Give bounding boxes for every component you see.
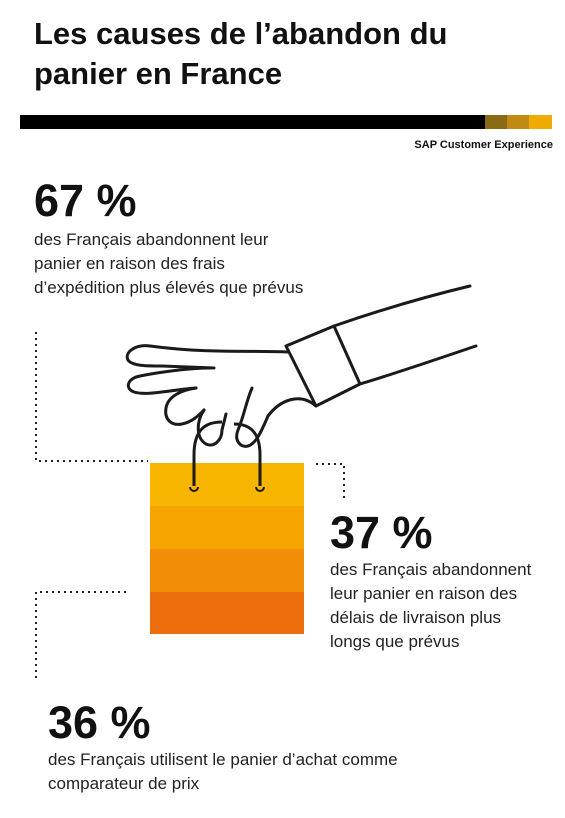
stat-value: 37 % bbox=[330, 507, 433, 558]
stat-delivery-delays: 37 % des Français abandonnent leur panie… bbox=[330, 510, 531, 654]
rule-gold-segment-3 bbox=[529, 115, 552, 129]
title-line-1: Les causes de l’abandon du bbox=[34, 16, 448, 51]
stat-line: des Français abandonnent bbox=[330, 560, 532, 579]
stat-price-comparison: 36 % des Français utilisent le panier d’… bbox=[48, 700, 398, 796]
stat-line: d’expédition plus élevés que prévus bbox=[34, 278, 304, 297]
stat-line: comparateur de prix bbox=[48, 774, 200, 793]
stat-line: longs que prévus bbox=[330, 632, 460, 651]
stat-line: leur panier en raison des bbox=[330, 584, 518, 603]
connector-37 bbox=[316, 463, 345, 498]
stat-line: panier en raison des frais bbox=[34, 254, 225, 273]
stat-line: des Français abandonnent leur bbox=[34, 230, 269, 249]
bag-band-1 bbox=[150, 463, 304, 506]
stat-value: 67 % bbox=[34, 175, 137, 226]
shopping-bag bbox=[150, 420, 304, 634]
stat-description: des Français abandonnent leur panier en … bbox=[330, 558, 531, 654]
stat-description: des Français utilisent le panier d’achat… bbox=[48, 748, 398, 796]
stat-value: 36 % bbox=[48, 697, 151, 748]
stat-line: des Français utilisent le panier d’achat… bbox=[48, 750, 398, 769]
stat-description: des Français abandonnent leur panier en … bbox=[34, 228, 303, 300]
connector-67 bbox=[35, 332, 148, 462]
bag-band-3 bbox=[150, 549, 304, 592]
header-rule bbox=[20, 115, 552, 129]
stat-shipping-costs: 67 % des Français abandonnent leur panie… bbox=[34, 178, 303, 300]
stat-line: délais de livraison plus bbox=[330, 608, 502, 627]
rule-gold-segment-2 bbox=[507, 115, 529, 129]
bag-band-2 bbox=[150, 506, 304, 549]
page-title: Les causes de l’abandon du panier en Fra… bbox=[34, 14, 534, 94]
rule-gold-segment-1 bbox=[485, 115, 507, 129]
brand-label: SAP Customer Experience bbox=[414, 139, 553, 151]
title-line-2: panier en France bbox=[34, 56, 283, 91]
bag-band-4 bbox=[150, 592, 304, 634]
dotted-connectors bbox=[35, 332, 345, 678]
connector-36 bbox=[35, 591, 130, 678]
hand-line-art bbox=[125, 284, 478, 448]
